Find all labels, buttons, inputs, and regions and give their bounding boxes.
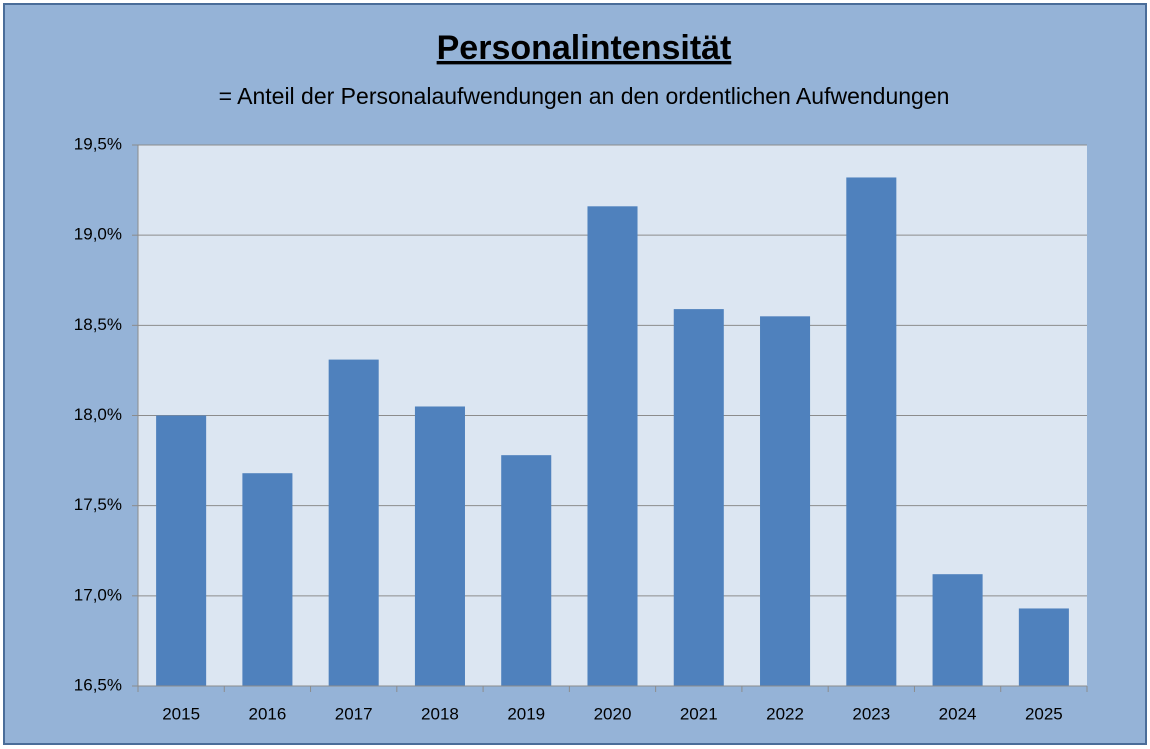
y-tick-label: 16,5% [74, 675, 122, 694]
x-tick-label: 2024 [939, 704, 977, 723]
bar [587, 206, 638, 686]
x-tick-label: 2018 [421, 704, 459, 723]
x-tick-label: 2020 [594, 704, 632, 723]
x-tick-label: 2021 [680, 704, 718, 723]
y-tick-label: 18,5% [74, 315, 122, 334]
bar [760, 316, 811, 686]
x-tick-label: 2023 [852, 704, 890, 723]
chart-title: Personalintensität [437, 29, 732, 67]
bar [673, 309, 724, 686]
y-tick-label: 19,5% [74, 134, 122, 153]
bar [1018, 608, 1069, 686]
bar [414, 406, 465, 686]
x-tick-label: 2022 [766, 704, 804, 723]
bar [156, 415, 207, 686]
y-tick-label: 17,0% [74, 585, 122, 604]
x-tick-label: 2016 [248, 704, 286, 723]
bar [846, 177, 897, 686]
y-tick-label: 18,0% [74, 405, 122, 424]
x-tick-label: 2025 [1025, 704, 1063, 723]
y-tick-label: 17,5% [74, 495, 122, 514]
bar [242, 473, 293, 686]
bar [328, 359, 379, 686]
bar [501, 455, 552, 686]
x-tick-label: 2019 [507, 704, 545, 723]
chart-subtitle: = Anteil der Personalaufwendungen an den… [219, 83, 950, 109]
y-tick-label: 19,0% [74, 225, 122, 244]
x-tick-label: 2017 [335, 704, 373, 723]
x-tick-label: 2015 [162, 704, 200, 723]
bar [932, 574, 983, 686]
